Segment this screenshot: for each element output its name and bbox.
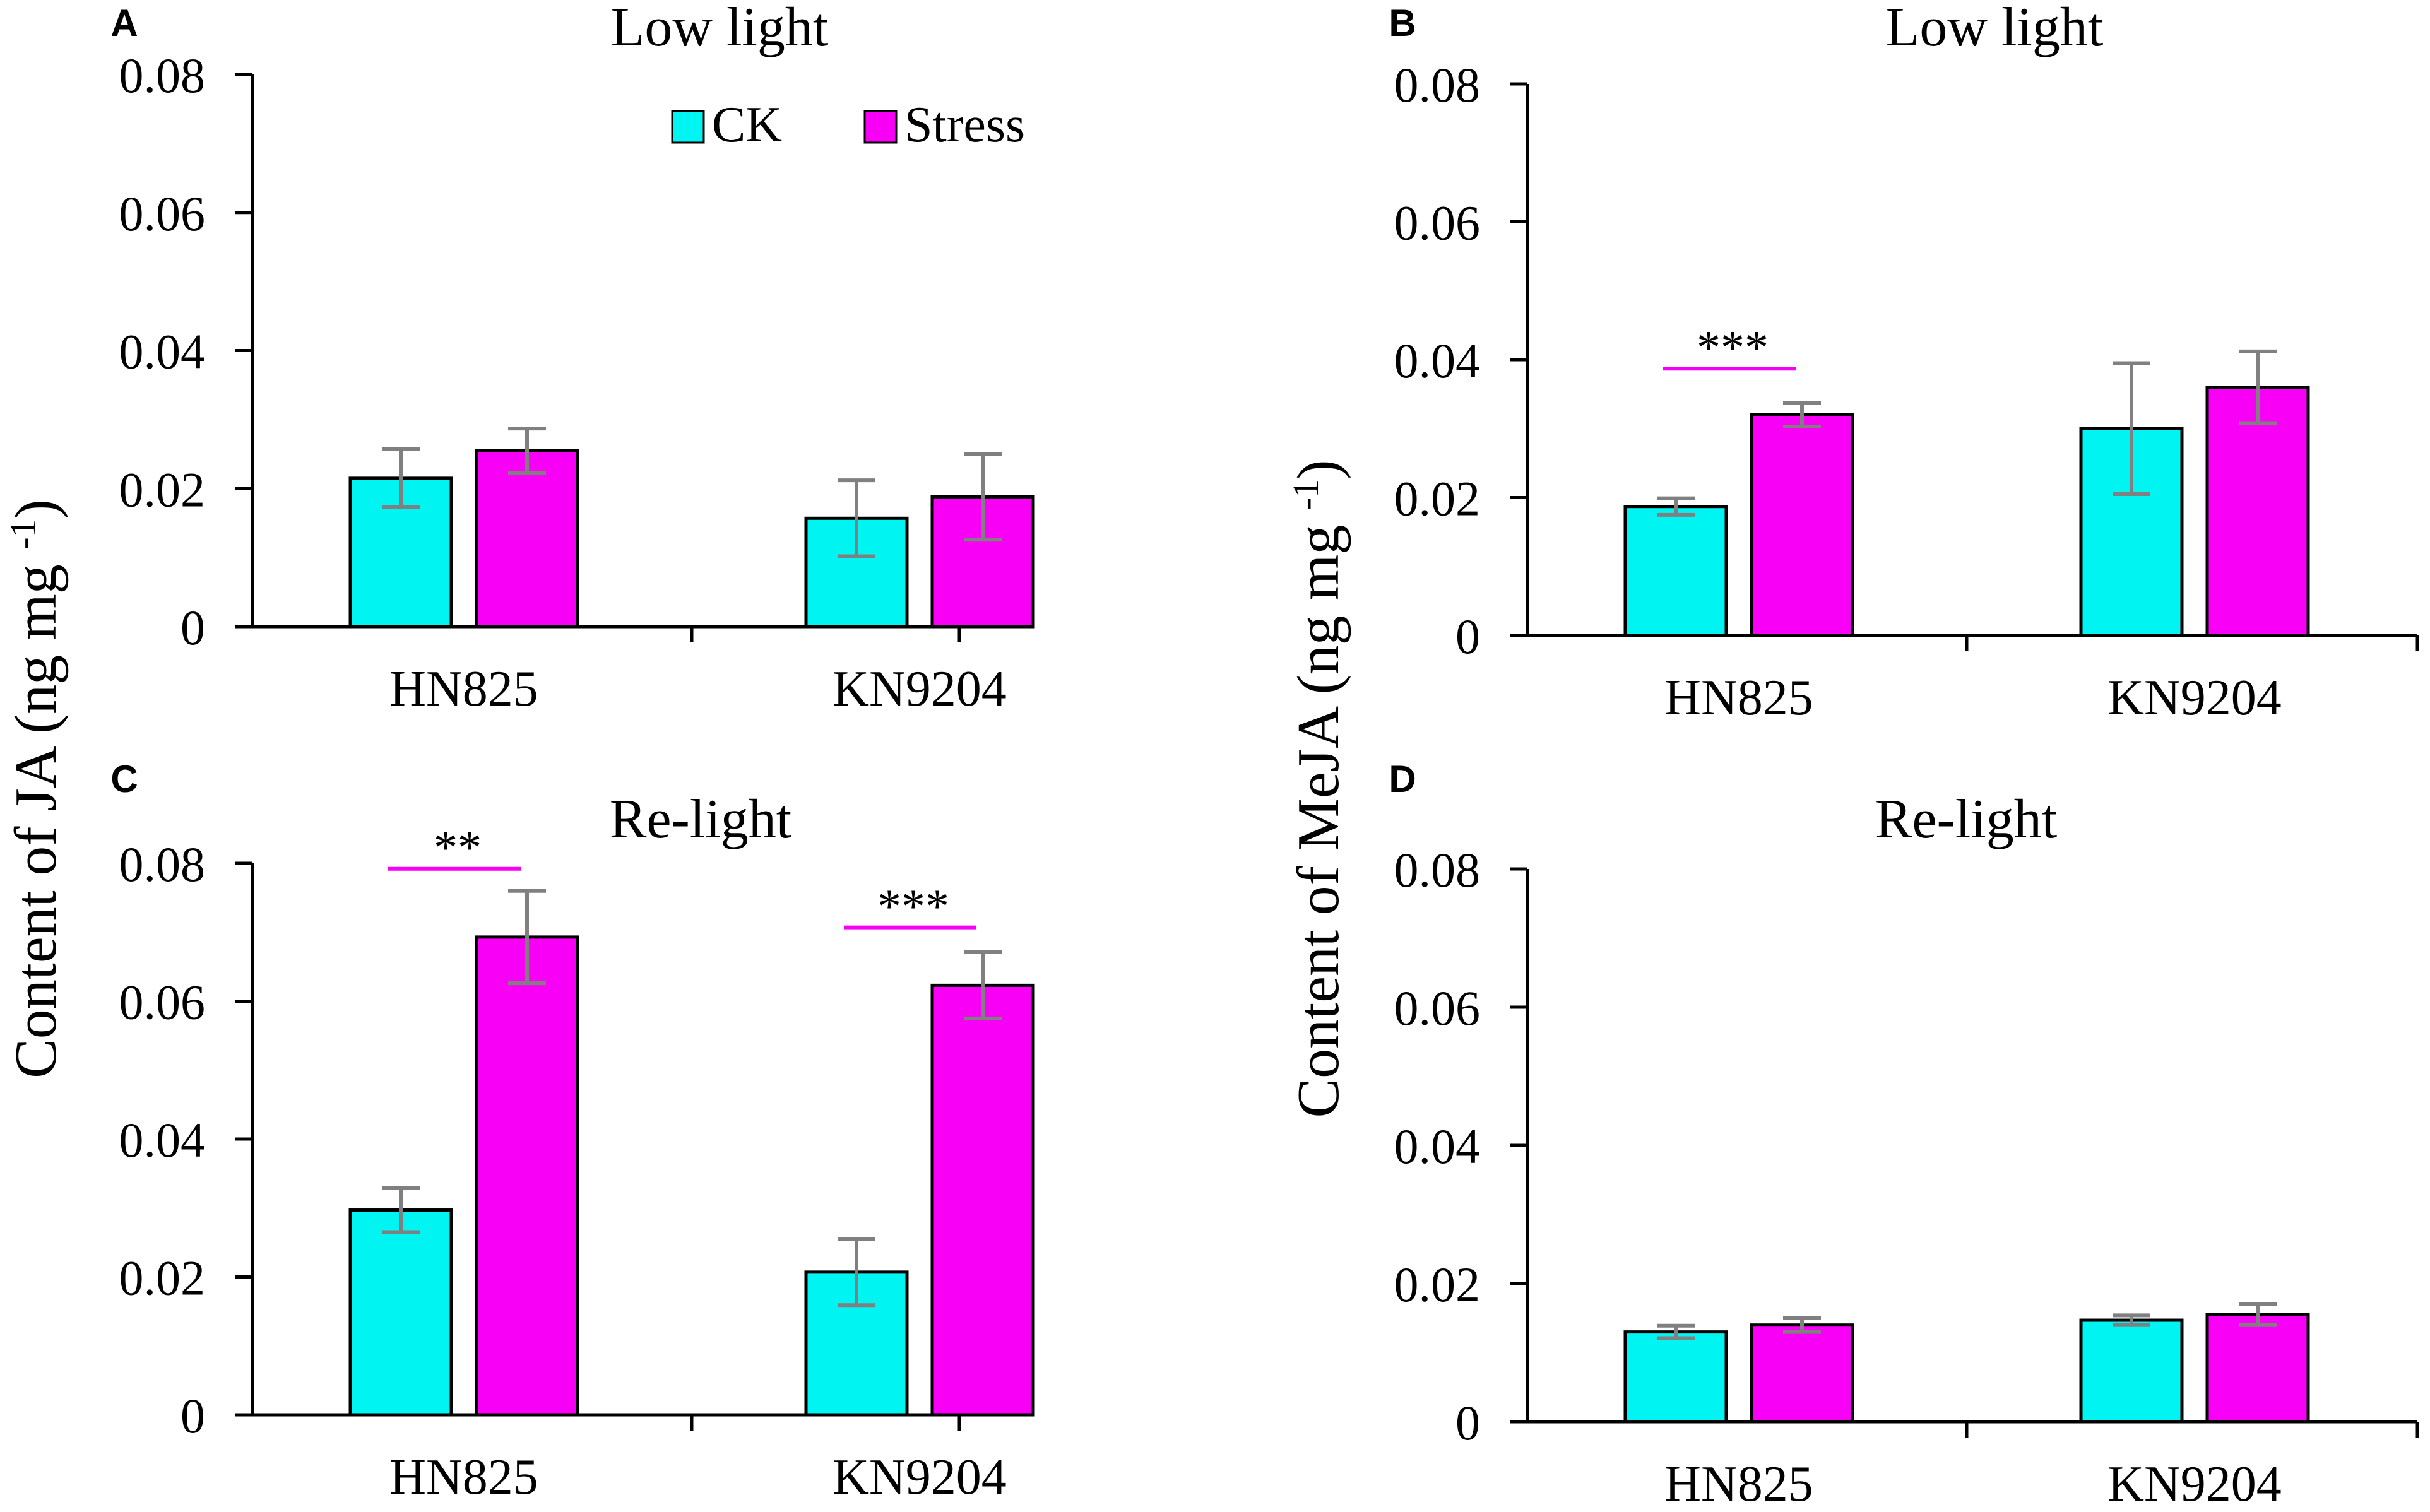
y-tick-label: 0.06: [119, 186, 206, 241]
y-tick-label: 0.08: [1394, 842, 1481, 897]
y-tick-label: 0.06: [1394, 981, 1481, 1036]
panel-title: Low light: [1886, 0, 2104, 58]
significance-label: ***: [877, 880, 949, 933]
panel-letter: C: [110, 758, 138, 800]
bar-stress-hn825: [475, 449, 579, 629]
error-bar: [1783, 401, 1821, 428]
y-axis-title-left-main: Content of JA (ng mg: [3, 564, 69, 1078]
error-bar: [838, 1237, 875, 1308]
x-tick-label: HN825: [389, 661, 538, 717]
legend-stress-swatch: [863, 110, 898, 144]
panel-letter: A: [110, 2, 138, 44]
y-tick-label: 0.08: [1394, 57, 1481, 112]
panel-title: Low light: [611, 0, 829, 58]
bar-stress-hn825: [475, 935, 579, 1417]
y-axis-title-right-main: Content of MeJA (ng mg: [1286, 525, 1351, 1118]
legend-ck-swatch: [671, 110, 705, 144]
bar-ck-hn825: [348, 1208, 453, 1417]
y-tick-label: 0.04: [1394, 333, 1481, 388]
bar-ck-kn9204: [2079, 1318, 2184, 1424]
legend-stress-label: Stress: [904, 97, 1025, 153]
y-tick-label: 0.06: [119, 975, 206, 1030]
bar-ck-hn825: [1623, 505, 1728, 637]
x-tick-label: HN825: [389, 1450, 538, 1505]
y-tick-label: 0.02: [1394, 471, 1481, 526]
error-bar: [1783, 1316, 1821, 1334]
panel-letter: D: [1389, 758, 1416, 800]
panel-title: Re-light: [1875, 789, 2057, 850]
error-bar: [1657, 1323, 1695, 1340]
bar-stress-hn825: [1750, 413, 1854, 637]
error-bar: [382, 1186, 420, 1234]
y-axis-title-left: Content of JA (ng mg -1): [3, 499, 69, 1078]
panel-title: Re-light: [610, 789, 791, 850]
y-axis-title-right-superscript: -1: [1285, 480, 1326, 510]
y-tick-label: 0: [181, 600, 205, 655]
y-tick-label: 0.08: [119, 48, 206, 103]
error-bar: [964, 452, 1002, 542]
bar-stress-hn825: [1750, 1323, 1854, 1424]
x-tick-label: KN9204: [2107, 1456, 2282, 1512]
error-bar: [2239, 349, 2277, 425]
panel-d: D Re-light 0 0.02 0.04 0.06 0.08 HN825 KN9204: [1389, 758, 2419, 1512]
x-tick-label: KN9204: [2107, 670, 2282, 726]
y-tick-label: 0: [181, 1388, 205, 1443]
bar-ck-hn825: [1623, 1330, 1728, 1424]
error-bar: [2113, 361, 2150, 497]
legend-ck-label: CK: [712, 97, 782, 153]
y-tick-label: 0.04: [119, 1113, 206, 1167]
y-tick-label: 0.06: [1394, 196, 1481, 251]
panel-a: A Low light 0 0.02 0.04 0.06 0.08 HN825 KN9204: [110, 0, 1035, 717]
significance-label: ***: [1697, 321, 1769, 374]
significance-label: **: [434, 822, 482, 875]
y-tick-label: 0.04: [1394, 1119, 1481, 1174]
x-tick-label: KN9204: [833, 661, 1007, 717]
error-bar: [2113, 1313, 2150, 1327]
error-bar: [2239, 1302, 2277, 1327]
bar-stress-kn9204: [2205, 1313, 2310, 1424]
y-axis-title-right: Content of MeJA (ng mg -1): [1285, 459, 1351, 1118]
y-tick-label: 0.02: [119, 462, 206, 517]
error-bar: [508, 427, 546, 475]
y-axis-title-right-close: ): [1286, 459, 1351, 479]
x-tick-label: KN9204: [833, 1450, 1007, 1505]
error-bar: [964, 950, 1002, 1020]
panels: A Low light 0 0.02 0.04 0.06 0.08 HN825 KN9204 B L…: [110, 0, 2419, 1512]
error-bar: [508, 889, 546, 986]
y-axis-title-left-superscript: -1: [3, 519, 44, 549]
y-tick-label: 0.02: [119, 1251, 206, 1306]
error-bar: [1657, 496, 1695, 517]
y-tick-label: 0: [1455, 609, 1480, 664]
panel-b: B Low light 0 0.02 0.04 0.06 0.08 HN825 KN9204 **…: [1389, 0, 2419, 726]
y-tick-label: 0.08: [119, 837, 206, 892]
y-tick-label: 0.04: [119, 324, 206, 379]
y-axis-title-left-close: ): [3, 499, 69, 519]
x-tick-label: HN825: [1664, 670, 1813, 726]
bar-stress-kn9204: [930, 983, 1035, 1417]
x-tick-label: HN825: [1664, 1456, 1813, 1512]
y-tick-label: 0.02: [1394, 1257, 1481, 1312]
legend: CK Stress: [671, 97, 1025, 153]
y-tick-label: 0: [1455, 1395, 1480, 1450]
panel-letter: B: [1389, 2, 1416, 44]
error-bar: [838, 478, 875, 558]
error-bar: [382, 447, 420, 509]
